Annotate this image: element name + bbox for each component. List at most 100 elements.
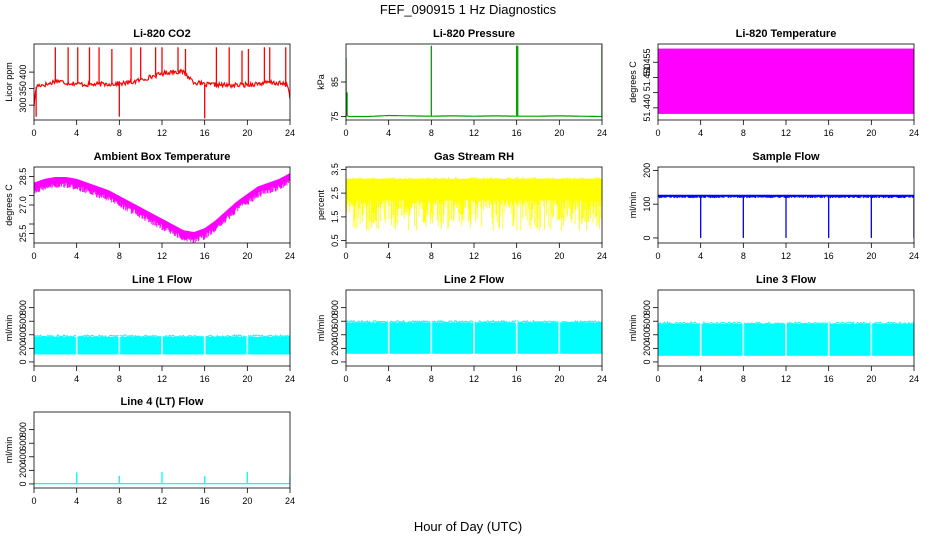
x-tick-label: 0 xyxy=(655,251,660,261)
plot-area xyxy=(658,320,914,358)
y-tick-label: 3.5 xyxy=(330,163,340,176)
x-tick-label: 24 xyxy=(909,374,919,384)
x-tick-label: 8 xyxy=(117,251,122,261)
x-tick-label: 4 xyxy=(698,251,703,261)
x-tick-label: 16 xyxy=(824,374,834,384)
x-tick-label: 0 xyxy=(655,128,660,138)
x-tick-label: 8 xyxy=(117,374,122,384)
x-tick-label: 8 xyxy=(117,496,122,506)
x-tick-label: 4 xyxy=(386,251,391,261)
x-tick-label: 12 xyxy=(781,128,791,138)
y-axis-label: ml/min xyxy=(4,437,14,464)
axes-frame xyxy=(345,43,603,121)
x-tick-label: 16 xyxy=(200,374,210,384)
panel-3: Li-820 Temperature 0 4 8 12 16 20 24 51.440 51.45… xyxy=(628,28,919,138)
panel-title: Line 2 Flow xyxy=(444,274,504,286)
x-tick-label: 4 xyxy=(386,128,391,138)
y-tick-label: 0.5 xyxy=(330,234,340,247)
panel-title: Line 1 Flow xyxy=(132,274,192,286)
y-tick-label: 0 xyxy=(642,359,652,364)
panel-5: Gas Stream RH 0 4 8 12 16 20 24 0.5 1.5 2.5 3.5 perc… xyxy=(316,151,607,261)
x-tick-label: 16 xyxy=(512,374,522,384)
y-tick-label: 51.450 xyxy=(642,64,652,92)
plot-area xyxy=(34,173,290,243)
x-tick-label: 20 xyxy=(242,128,252,138)
x-tick-label: 0 xyxy=(31,128,36,138)
x-tick-label: 16 xyxy=(824,251,834,261)
x-tick-label: 12 xyxy=(157,128,167,138)
x-tick-label: 4 xyxy=(698,128,703,138)
x-tick-label: 4 xyxy=(386,374,391,384)
series-1-texture xyxy=(34,173,290,243)
plot-area xyxy=(34,334,290,357)
x-tick-label: 8 xyxy=(741,128,746,138)
x-tick-label: 16 xyxy=(512,128,522,138)
y-tick-label: 51.440 xyxy=(642,94,652,122)
plot-area xyxy=(34,472,290,485)
y-tick-label: 0 xyxy=(18,481,28,486)
x-tick-label: 16 xyxy=(200,496,210,506)
x-tick-label: 24 xyxy=(909,128,919,138)
y-axis-label: ml/min xyxy=(628,315,638,342)
x-tick-label: 0 xyxy=(31,251,36,261)
plot-area xyxy=(346,319,602,356)
y-tick-label: 400 xyxy=(18,327,28,342)
y-tick-label: 600 xyxy=(18,314,28,329)
y-tick-label: 600 xyxy=(330,314,340,329)
plot-area xyxy=(346,45,602,118)
y-tick-label: 85 xyxy=(330,77,340,87)
x-tick-label: 20 xyxy=(554,374,564,384)
y-tick-label: 350 xyxy=(18,81,28,96)
y-tick-label: 600 xyxy=(18,436,28,451)
y-tick-label: 200 xyxy=(18,341,28,356)
x-tick-label: 4 xyxy=(698,374,703,384)
series-1-line xyxy=(34,68,290,107)
data-band xyxy=(658,48,914,114)
y-axis-label: degrees C xyxy=(4,184,14,226)
x-tick-label: 20 xyxy=(242,496,252,506)
y-tick-label: 2.5 xyxy=(330,187,340,200)
panel-title: Gas Stream RH xyxy=(434,151,514,163)
x-tick-label: 0 xyxy=(343,251,348,261)
x-tick-label: 8 xyxy=(117,128,122,138)
x-tick-label: 20 xyxy=(866,128,876,138)
x-tick-label: 12 xyxy=(469,374,479,384)
y-axis-label: ml/min xyxy=(628,192,638,219)
y-axis-label: Licor ppm xyxy=(4,62,14,102)
plot-area xyxy=(658,48,914,114)
x-tick-label: 0 xyxy=(31,374,36,384)
x-tick-label: 16 xyxy=(200,251,210,261)
y-axis-label: percent xyxy=(316,189,326,220)
x-tick-label: 12 xyxy=(157,374,167,384)
x-tick-label: 0 xyxy=(655,374,660,384)
y-tick-label: 27.0 xyxy=(18,196,28,214)
y-axis-label: degrees C xyxy=(628,61,638,103)
x-tick-label: 20 xyxy=(866,374,876,384)
x-tick-label: 8 xyxy=(741,374,746,384)
plot-area xyxy=(346,177,602,231)
y-axis-label: ml/min xyxy=(316,315,326,342)
x-tick-label: 0 xyxy=(343,128,348,138)
x-tick-label: 12 xyxy=(157,496,167,506)
x-tick-label: 4 xyxy=(74,374,79,384)
y-tick-label: 200 xyxy=(330,341,340,356)
x-tick-label: 20 xyxy=(554,251,564,261)
series-1-line xyxy=(34,175,290,236)
plot-area xyxy=(34,47,290,119)
x-tick-label: 24 xyxy=(909,251,919,261)
x-tick-label: 20 xyxy=(242,251,252,261)
y-tick-label: 800 xyxy=(18,300,28,315)
x-tick-label: 0 xyxy=(343,374,348,384)
y-tick-label: 400 xyxy=(330,327,340,342)
panel-title: Line 4 (LT) Flow xyxy=(121,396,204,408)
x-tick-label: 4 xyxy=(74,128,79,138)
y-tick-label: 600 xyxy=(642,314,652,329)
x-tick-label: 20 xyxy=(866,251,876,261)
x-tick-label: 8 xyxy=(429,251,434,261)
y-tick-label: 1.5 xyxy=(330,211,340,224)
y-tick-label: 25.5 xyxy=(18,225,28,243)
